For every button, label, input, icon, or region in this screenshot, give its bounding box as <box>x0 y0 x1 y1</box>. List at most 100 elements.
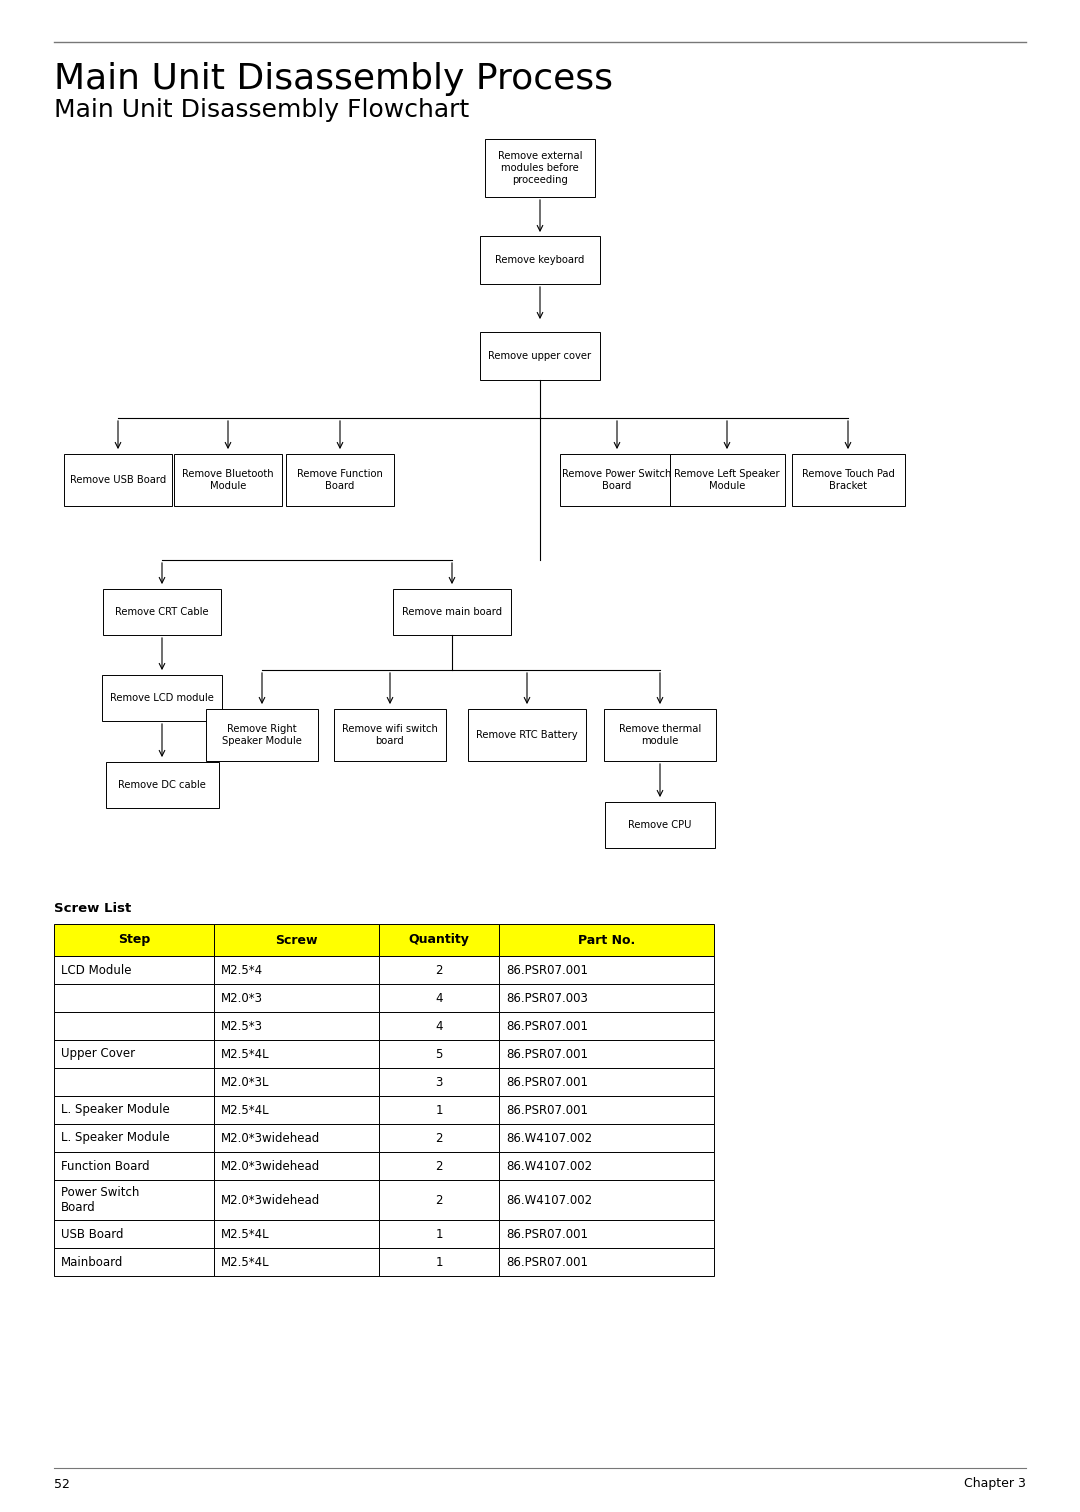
Bar <box>499 1040 714 1067</box>
Text: Remove USB Board: Remove USB Board <box>70 475 166 485</box>
Bar <box>499 984 714 1012</box>
Bar <box>605 801 715 848</box>
Bar <box>379 956 499 984</box>
Bar <box>54 1247 214 1276</box>
Text: Remove CPU: Remove CPU <box>629 820 692 830</box>
Text: 2: 2 <box>435 1160 443 1172</box>
Text: 2: 2 <box>435 1193 443 1207</box>
Bar <box>393 590 511 635</box>
Bar <box>214 1247 379 1276</box>
Text: M2.5*4L: M2.5*4L <box>221 1255 270 1269</box>
Text: Remove thermal
module: Remove thermal module <box>619 724 701 747</box>
Bar <box>499 1067 714 1096</box>
Text: 86.PSR07.001: 86.PSR07.001 <box>507 963 588 977</box>
Text: Remove Power Switch
Board: Remove Power Switch Board <box>563 469 672 491</box>
Text: LCD Module: LCD Module <box>60 963 132 977</box>
Bar <box>379 1179 499 1220</box>
Bar <box>499 1123 714 1152</box>
Text: M2.0*3L: M2.0*3L <box>221 1075 270 1089</box>
Bar <box>499 1152 714 1179</box>
Text: Part No.: Part No. <box>578 933 635 947</box>
Bar <box>379 984 499 1012</box>
Text: 2: 2 <box>435 963 443 977</box>
Bar <box>54 1012 214 1040</box>
Text: Remove Function
Board: Remove Function Board <box>297 469 383 491</box>
Text: 86.PSR07.001: 86.PSR07.001 <box>507 1019 588 1033</box>
Bar <box>214 984 379 1012</box>
Bar <box>214 1012 379 1040</box>
Text: Remove DC cable: Remove DC cable <box>118 780 206 789</box>
Bar <box>54 1040 214 1067</box>
Text: Screw: Screw <box>275 933 318 947</box>
Text: USB Board: USB Board <box>60 1228 123 1240</box>
Bar <box>286 454 394 507</box>
Bar <box>485 139 595 197</box>
Text: 52: 52 <box>54 1477 70 1491</box>
Bar <box>174 454 282 507</box>
Text: 5: 5 <box>435 1048 443 1060</box>
Bar <box>559 454 675 507</box>
Text: 1: 1 <box>435 1228 443 1240</box>
Text: M2.5*3: M2.5*3 <box>221 1019 264 1033</box>
Bar <box>379 1123 499 1152</box>
Bar <box>379 1152 499 1179</box>
Text: 86.PSR07.001: 86.PSR07.001 <box>507 1048 588 1060</box>
Text: Remove Right
Speaker Module: Remove Right Speaker Module <box>222 724 302 747</box>
Text: Mainboard: Mainboard <box>60 1255 123 1269</box>
Text: Remove Bluetooth
Module: Remove Bluetooth Module <box>183 469 274 491</box>
Text: M2.5*4L: M2.5*4L <box>221 1228 270 1240</box>
Text: 4: 4 <box>435 992 443 1004</box>
Text: 86.W4107.002: 86.W4107.002 <box>507 1131 592 1145</box>
Text: Main Unit Disassembly Flowchart: Main Unit Disassembly Flowchart <box>54 98 469 122</box>
Bar <box>792 454 905 507</box>
Bar <box>214 1096 379 1123</box>
Bar <box>54 1220 214 1247</box>
Text: M2.0*3widehead: M2.0*3widehead <box>221 1160 321 1172</box>
Bar <box>54 984 214 1012</box>
Bar <box>214 1152 379 1179</box>
Text: M2.5*4L: M2.5*4L <box>221 1048 270 1060</box>
Text: 86.PSR07.001: 86.PSR07.001 <box>507 1228 588 1240</box>
Bar <box>499 1179 714 1220</box>
Bar <box>379 1247 499 1276</box>
Bar <box>102 674 222 721</box>
Text: L. Speaker Module: L. Speaker Module <box>60 1104 170 1116</box>
Bar <box>54 1152 214 1179</box>
Bar <box>670 454 784 507</box>
Bar <box>499 1012 714 1040</box>
Text: 1: 1 <box>435 1104 443 1116</box>
Text: Remove LCD module: Remove LCD module <box>110 692 214 703</box>
Text: Remove keyboard: Remove keyboard <box>496 256 584 265</box>
Text: 86.PSR07.001: 86.PSR07.001 <box>507 1255 588 1269</box>
Text: Step: Step <box>118 933 150 947</box>
Text: Remove Left Speaker
Module: Remove Left Speaker Module <box>674 469 780 491</box>
Bar <box>214 1067 379 1096</box>
Bar <box>379 1012 499 1040</box>
Bar <box>54 1123 214 1152</box>
Bar <box>214 924 379 956</box>
Text: 86.PSR07.003: 86.PSR07.003 <box>507 992 588 1004</box>
Text: Function Board: Function Board <box>60 1160 150 1172</box>
Text: 86.PSR07.001: 86.PSR07.001 <box>507 1075 588 1089</box>
Bar <box>54 956 214 984</box>
Bar <box>54 1067 214 1096</box>
Bar <box>214 1220 379 1247</box>
Bar <box>106 762 218 807</box>
Text: L. Speaker Module: L. Speaker Module <box>60 1131 170 1145</box>
Text: 4: 4 <box>435 1019 443 1033</box>
Text: Remove external
modules before
proceeding: Remove external modules before proceedin… <box>498 151 582 186</box>
Text: M2.5*4: M2.5*4 <box>221 963 264 977</box>
Bar <box>499 1096 714 1123</box>
Text: 86.PSR07.001: 86.PSR07.001 <box>507 1104 588 1116</box>
Bar <box>54 1096 214 1123</box>
Bar <box>54 1179 214 1220</box>
Text: Power Switch
Board: Power Switch Board <box>60 1185 139 1214</box>
Text: Remove RTC Battery: Remove RTC Battery <box>476 730 578 739</box>
Text: Remove main board: Remove main board <box>402 606 502 617</box>
Bar <box>379 1220 499 1247</box>
Bar <box>334 709 446 761</box>
Bar <box>214 1040 379 1067</box>
Bar <box>499 956 714 984</box>
Text: Quantity: Quantity <box>408 933 470 947</box>
Bar <box>499 924 714 956</box>
